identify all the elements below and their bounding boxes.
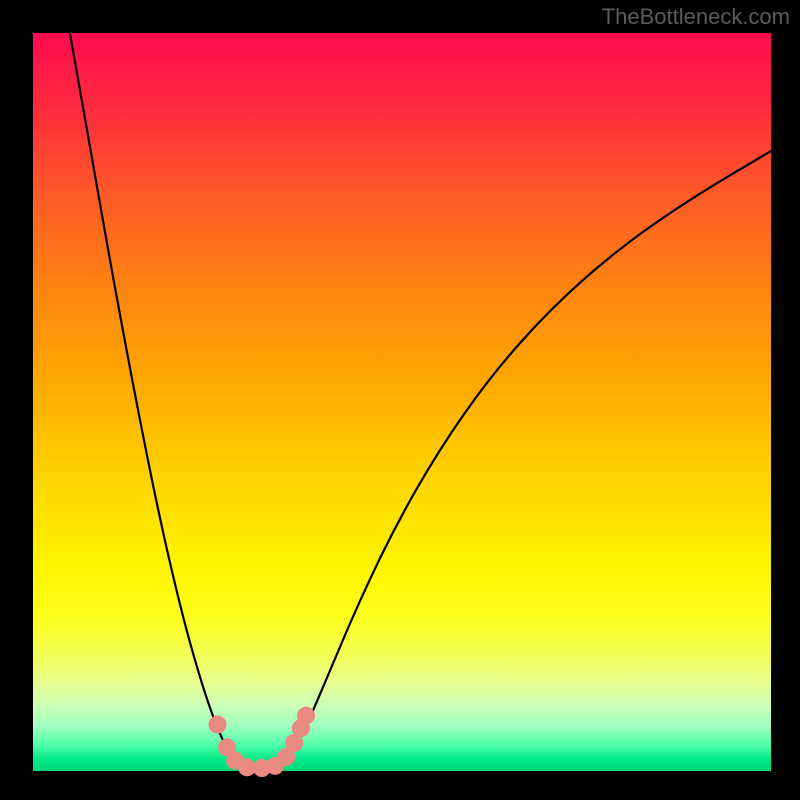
chart-canvas: TheBottleneck.com xyxy=(0,0,800,800)
curve-layer xyxy=(33,33,771,771)
curve-markers xyxy=(209,707,316,777)
marker-point xyxy=(297,707,315,725)
marker-point xyxy=(209,716,227,734)
bottleneck-curve xyxy=(70,33,771,769)
watermark-text: TheBottleneck.com xyxy=(602,4,790,30)
plot-area xyxy=(33,33,771,771)
